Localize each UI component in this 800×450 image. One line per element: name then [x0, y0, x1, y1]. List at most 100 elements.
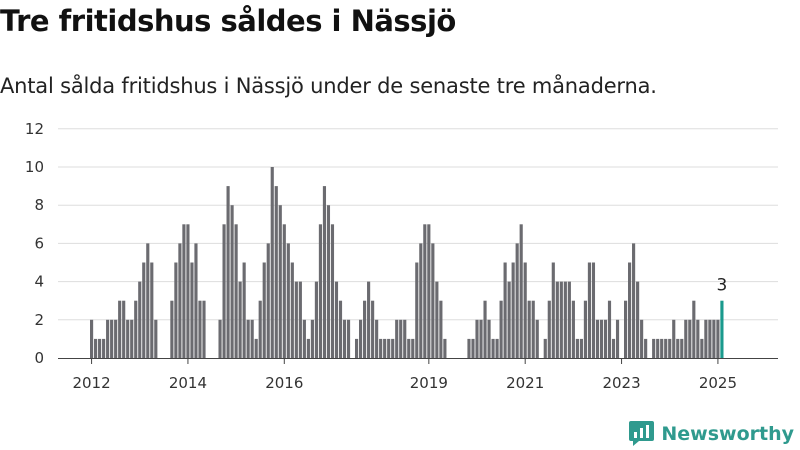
- bar: [330, 224, 335, 358]
- bar-highlight: [720, 300, 724, 358]
- bar: [242, 262, 246, 358]
- bar: [110, 319, 114, 358]
- bar: [134, 300, 138, 358]
- bar: [338, 300, 343, 358]
- bar: [491, 338, 495, 358]
- bar: [102, 338, 106, 358]
- bar: [322, 186, 327, 358]
- newsworthy-logo: Newsworthy: [629, 421, 794, 446]
- bar: [403, 319, 407, 358]
- bar: [559, 281, 563, 358]
- bar: [282, 224, 286, 358]
- y-tick-label: 4: [34, 273, 44, 291]
- bar: [523, 262, 527, 358]
- bar: [603, 319, 608, 358]
- bar: [391, 338, 395, 358]
- bar: [150, 262, 154, 358]
- bar: [194, 243, 198, 358]
- bar: [700, 338, 704, 358]
- x-tick-label: 2016: [265, 374, 303, 392]
- bar: [579, 338, 583, 358]
- y-tick-label: 8: [34, 196, 44, 214]
- bar: [668, 338, 672, 358]
- bar: [198, 300, 202, 358]
- bar: [599, 319, 604, 358]
- bar: [696, 319, 700, 358]
- bar: [246, 319, 250, 358]
- bar: [354, 338, 359, 358]
- bar: [656, 338, 660, 358]
- bar: [684, 319, 688, 358]
- bar: [182, 224, 186, 358]
- bar: [652, 338, 656, 358]
- bar: [712, 319, 716, 358]
- bar: [222, 224, 226, 358]
- bars: [90, 167, 724, 358]
- bar: [615, 319, 620, 358]
- bar: [290, 262, 294, 358]
- chart-title: Tre fritidshus såldes i Nässjö: [0, 4, 456, 38]
- bar: [371, 300, 375, 358]
- bar: [106, 319, 110, 358]
- bar: [503, 262, 507, 358]
- bar: [94, 338, 98, 358]
- bar: [591, 262, 596, 358]
- bar: [298, 281, 302, 358]
- y-tick-label: 6: [34, 234, 44, 252]
- bar: [415, 262, 419, 358]
- bar: [555, 281, 559, 358]
- bar: [543, 338, 547, 358]
- bar: [467, 338, 471, 358]
- bar: [314, 281, 318, 358]
- bar: [632, 243, 636, 358]
- x-axis-ticks: 2012 2014 2016 2019 2021 2023 2025: [72, 358, 737, 392]
- bar: [527, 300, 531, 358]
- y-tick-label: 0: [34, 349, 44, 367]
- bar: [499, 300, 503, 358]
- bar: [274, 186, 278, 358]
- bar: [375, 319, 379, 358]
- bar: [234, 224, 238, 358]
- bar: [407, 338, 411, 358]
- newsworthy-icon: [629, 421, 655, 446]
- bar: [515, 243, 519, 358]
- bar: [230, 205, 234, 358]
- y-tick-label: 10: [25, 158, 44, 176]
- bar: [387, 338, 391, 358]
- bar-chart: 0 2 4 6 8 10 12 2012 2014 2016 2019 2021 2023 2025 3: [25, 120, 778, 392]
- bar: [367, 281, 371, 358]
- bar: [680, 338, 684, 358]
- bar: [238, 281, 242, 358]
- bar: [563, 281, 567, 358]
- x-tick-label: 2025: [699, 374, 737, 392]
- bar: [439, 300, 443, 358]
- bar: [286, 243, 290, 358]
- bar: [676, 338, 680, 358]
- bar: [146, 243, 150, 358]
- brand-name: Newsworthy: [661, 422, 794, 445]
- bar: [411, 338, 415, 358]
- bar: [672, 319, 676, 358]
- bar: [531, 300, 535, 358]
- bar: [660, 338, 664, 358]
- bar: [551, 262, 555, 358]
- bar: [334, 281, 339, 358]
- x-tick-label: 2014: [169, 374, 207, 392]
- bar: [302, 319, 306, 358]
- bar: [126, 319, 130, 358]
- bar: [226, 186, 230, 358]
- bar: [419, 243, 423, 358]
- bar: [716, 319, 720, 358]
- bar: [310, 319, 314, 358]
- bar: [130, 319, 134, 358]
- bar: [383, 338, 387, 358]
- bar: [258, 300, 262, 358]
- bar: [547, 300, 551, 358]
- bar: [636, 281, 640, 358]
- bar: [483, 300, 487, 358]
- bar: [90, 319, 94, 358]
- bar: [395, 319, 399, 358]
- bar: [427, 224, 431, 358]
- bar: [363, 300, 367, 358]
- bar: [294, 281, 298, 358]
